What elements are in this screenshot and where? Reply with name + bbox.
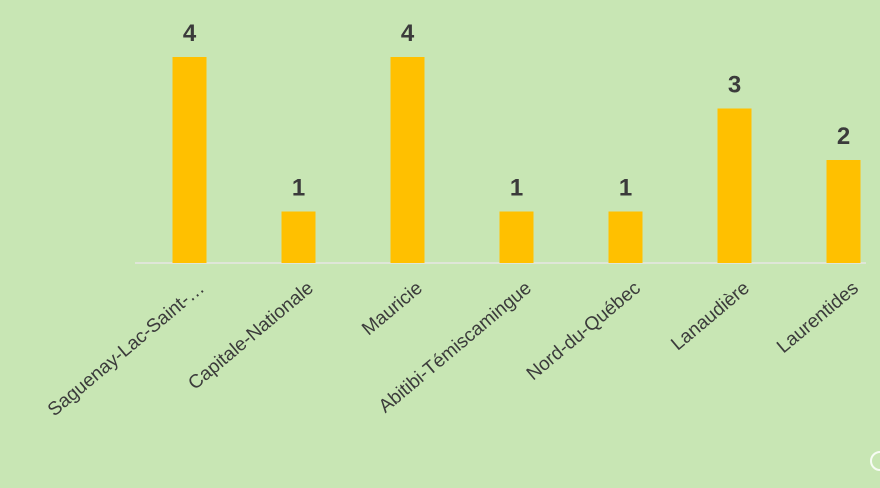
x-tick-labels-group: Saguenay-Lac-Saint-…Capitale-Nationale Ma… [44,278,863,421]
x-tick-label-6: Laurentides [773,278,863,358]
bar-value-label-6: 2 [837,123,850,150]
bar-0 [172,57,207,263]
bar-value-label-5: 3 [728,72,741,99]
x-tick-label-2: Mauricie [358,278,427,340]
bar-4 [608,211,643,263]
x-tick-label-4: Nord-du-Québec [523,278,645,385]
bar-1 [281,211,316,263]
bar-value-label-2: 4 [401,20,415,47]
corner-handle-icon [870,451,880,471]
bar-3 [499,211,534,263]
bar-5 [717,108,752,263]
value-labels-group: 4 1 4 1 1 3 2 [183,20,850,202]
bar-value-label-1: 1 [292,175,305,202]
bar-2 [390,57,425,263]
bars-group [172,57,861,263]
bar-value-label-0: 4 [183,20,197,47]
bar-value-label-3: 1 [510,175,523,202]
x-tick-label-0: Saguenay-Lac-Saint-… [44,278,209,421]
bar-6 [826,160,861,263]
bar-value-label-4: 1 [619,175,632,202]
x-tick-label-5: Lanaudière [667,278,753,355]
